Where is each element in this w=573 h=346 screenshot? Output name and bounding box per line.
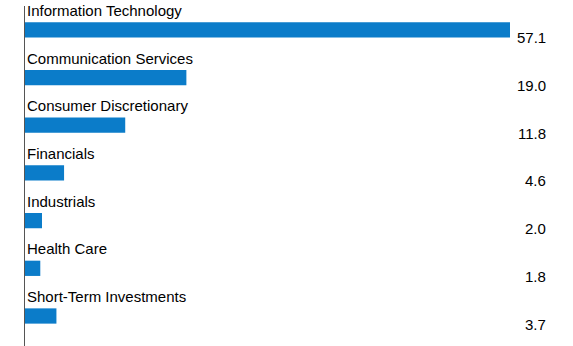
svg-text:57.1: 57.1 — [517, 29, 546, 46]
svg-text:Consumer Discretionary: Consumer Discretionary — [27, 97, 188, 114]
svg-text:2.0: 2.0 — [525, 220, 546, 237]
svg-text:1.8: 1.8 — [525, 268, 546, 285]
svg-text:Communication Services: Communication Services — [27, 50, 193, 67]
svg-text:Financials: Financials — [27, 145, 95, 162]
svg-text:19.0: 19.0 — [517, 77, 546, 94]
svg-text:Health Care: Health Care — [27, 240, 107, 257]
svg-text:Short-Term Investments: Short-Term Investments — [27, 288, 186, 305]
svg-text:3.7: 3.7 — [525, 316, 546, 333]
svg-text:11.8: 11.8 — [518, 125, 546, 142]
svg-text:Industrials: Industrials — [27, 193, 95, 210]
svg-text:Information Technology: Information Technology — [27, 2, 182, 19]
svg-text:4.6: 4.6 — [525, 172, 546, 189]
